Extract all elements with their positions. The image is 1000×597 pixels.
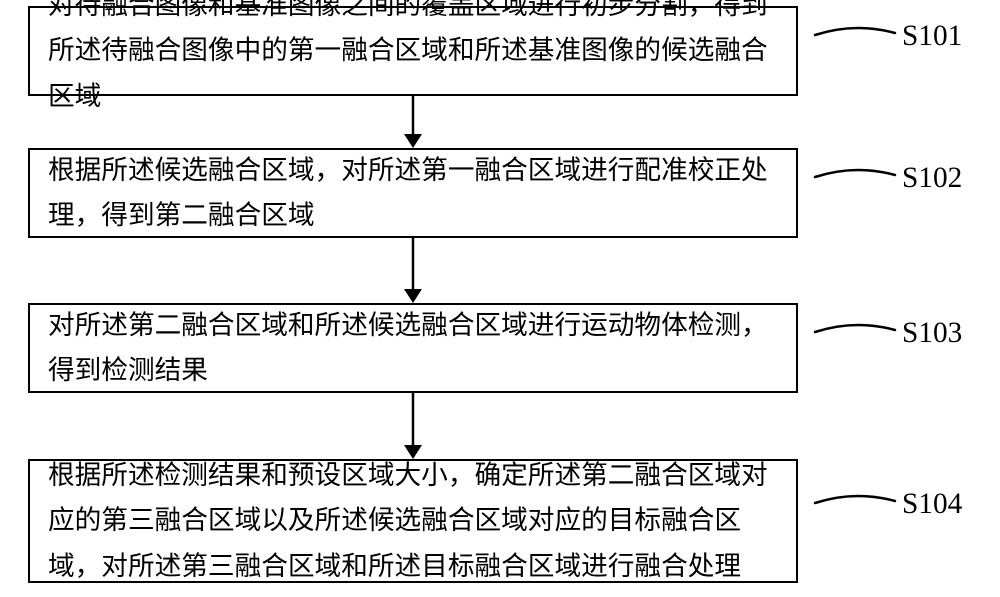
flow-arrow xyxy=(404,238,422,303)
leader-line xyxy=(815,28,895,35)
flow-arrow xyxy=(404,393,422,459)
leader-line xyxy=(815,496,895,503)
leader-line xyxy=(815,170,895,177)
flow-arrow xyxy=(404,96,422,148)
leader-line xyxy=(815,325,895,332)
connector-layer xyxy=(0,0,1000,597)
